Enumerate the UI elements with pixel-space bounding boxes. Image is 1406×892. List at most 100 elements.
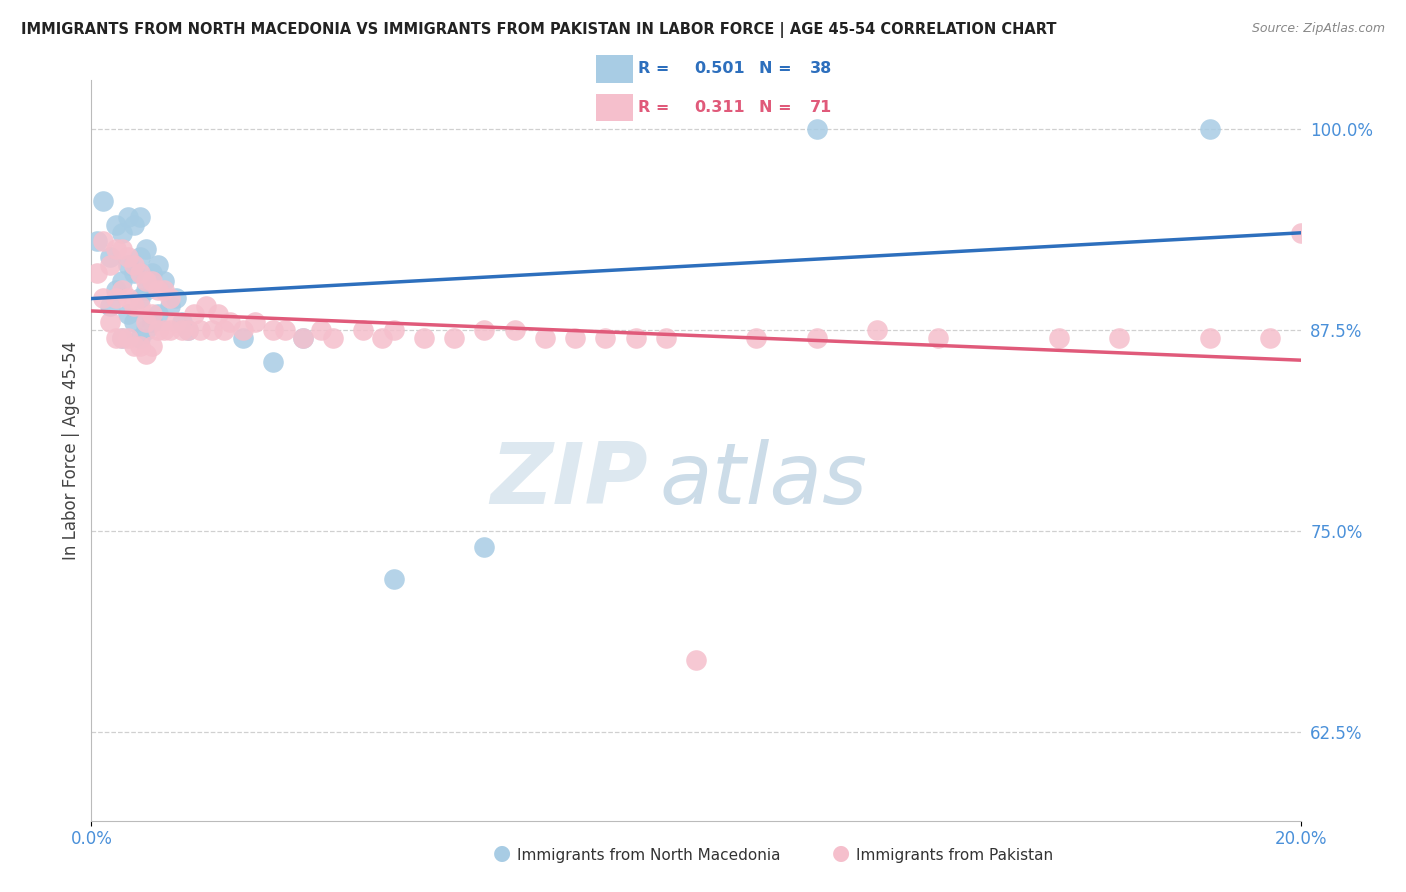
Point bbox=[292, 331, 315, 345]
Text: N =: N = bbox=[759, 62, 797, 76]
Point bbox=[472, 323, 495, 337]
Point bbox=[104, 291, 127, 305]
Point bbox=[128, 250, 150, 264]
Point bbox=[262, 323, 284, 337]
Point bbox=[111, 331, 132, 345]
Point bbox=[352, 323, 374, 337]
Point bbox=[104, 242, 127, 256]
Point bbox=[533, 331, 555, 345]
Point bbox=[153, 323, 176, 337]
Point bbox=[86, 234, 108, 248]
Point bbox=[503, 323, 526, 337]
Point bbox=[165, 315, 187, 329]
Point bbox=[128, 331, 150, 345]
Point bbox=[111, 226, 132, 240]
Point bbox=[122, 267, 145, 281]
Point bbox=[141, 339, 163, 353]
Text: IMMIGRANTS FROM NORTH MACEDONIA VS IMMIGRANTS FROM PAKISTAN IN LABOR FORCE | AGE: IMMIGRANTS FROM NORTH MACEDONIA VS IMMIG… bbox=[21, 22, 1056, 38]
Point bbox=[111, 242, 132, 256]
Point bbox=[654, 331, 676, 345]
Point bbox=[117, 331, 139, 345]
Point bbox=[1198, 331, 1220, 345]
Point bbox=[624, 331, 647, 345]
Text: ZIP: ZIP bbox=[489, 439, 648, 522]
Point bbox=[292, 331, 315, 345]
Point bbox=[98, 250, 121, 264]
Point bbox=[382, 323, 405, 337]
Point bbox=[122, 339, 145, 353]
Point bbox=[122, 315, 145, 329]
Point bbox=[183, 307, 205, 321]
Point bbox=[135, 347, 157, 361]
Point bbox=[413, 331, 436, 345]
Point bbox=[93, 291, 115, 305]
Point bbox=[159, 323, 181, 337]
Point bbox=[370, 331, 392, 345]
Point bbox=[382, 572, 405, 586]
Point bbox=[128, 210, 150, 224]
Point bbox=[207, 307, 229, 321]
Bar bbox=[596, 55, 633, 83]
Text: 0.311: 0.311 bbox=[695, 100, 745, 115]
Text: 71: 71 bbox=[810, 100, 832, 115]
Point bbox=[806, 121, 828, 136]
Point bbox=[177, 323, 200, 337]
Point bbox=[135, 323, 157, 337]
Point bbox=[153, 275, 176, 289]
Point bbox=[745, 331, 768, 345]
Point bbox=[322, 331, 344, 345]
Point bbox=[111, 283, 132, 297]
Text: Source: ZipAtlas.com: Source: ZipAtlas.com bbox=[1251, 22, 1385, 36]
Point bbox=[172, 315, 194, 329]
Point bbox=[117, 210, 139, 224]
Point bbox=[117, 291, 139, 305]
Point bbox=[231, 331, 253, 345]
Text: Immigrants from North Macedonia: Immigrants from North Macedonia bbox=[517, 848, 780, 863]
Point bbox=[93, 234, 115, 248]
Point bbox=[117, 258, 139, 272]
Point bbox=[128, 339, 150, 353]
Point bbox=[104, 331, 127, 345]
Text: 0.501: 0.501 bbox=[695, 62, 745, 76]
Point bbox=[128, 299, 150, 313]
Point bbox=[165, 291, 187, 305]
Point bbox=[806, 331, 828, 345]
Point bbox=[685, 653, 707, 667]
Point bbox=[135, 275, 157, 289]
Point bbox=[128, 291, 150, 305]
Point bbox=[195, 299, 218, 313]
Text: R =: R = bbox=[638, 100, 675, 115]
Point bbox=[93, 194, 115, 208]
Point bbox=[117, 307, 139, 321]
Text: Immigrants from Pakistan: Immigrants from Pakistan bbox=[856, 848, 1053, 863]
Text: N =: N = bbox=[759, 100, 797, 115]
Point bbox=[201, 323, 224, 337]
Point bbox=[177, 323, 200, 337]
Point bbox=[135, 283, 157, 297]
Point bbox=[146, 283, 169, 297]
Point bbox=[135, 315, 157, 329]
Point bbox=[159, 299, 181, 313]
Point bbox=[172, 323, 194, 337]
Point bbox=[104, 218, 127, 232]
Point bbox=[111, 275, 132, 289]
Point bbox=[141, 307, 163, 321]
Bar bbox=[596, 94, 633, 121]
Point bbox=[146, 258, 169, 272]
Point bbox=[98, 258, 121, 272]
Point bbox=[214, 323, 236, 337]
Point bbox=[1260, 331, 1282, 345]
Point bbox=[98, 299, 121, 313]
Text: atlas: atlas bbox=[659, 439, 868, 522]
Point bbox=[262, 355, 284, 369]
Point bbox=[141, 315, 163, 329]
Point bbox=[188, 323, 211, 337]
Point bbox=[564, 331, 586, 345]
Point bbox=[1198, 121, 1220, 136]
Y-axis label: In Labor Force | Age 45-54: In Labor Force | Age 45-54 bbox=[62, 341, 80, 560]
Text: ●: ● bbox=[494, 844, 510, 863]
Point bbox=[86, 267, 108, 281]
Point bbox=[231, 323, 253, 337]
Point bbox=[595, 331, 617, 345]
Text: ●: ● bbox=[832, 844, 849, 863]
